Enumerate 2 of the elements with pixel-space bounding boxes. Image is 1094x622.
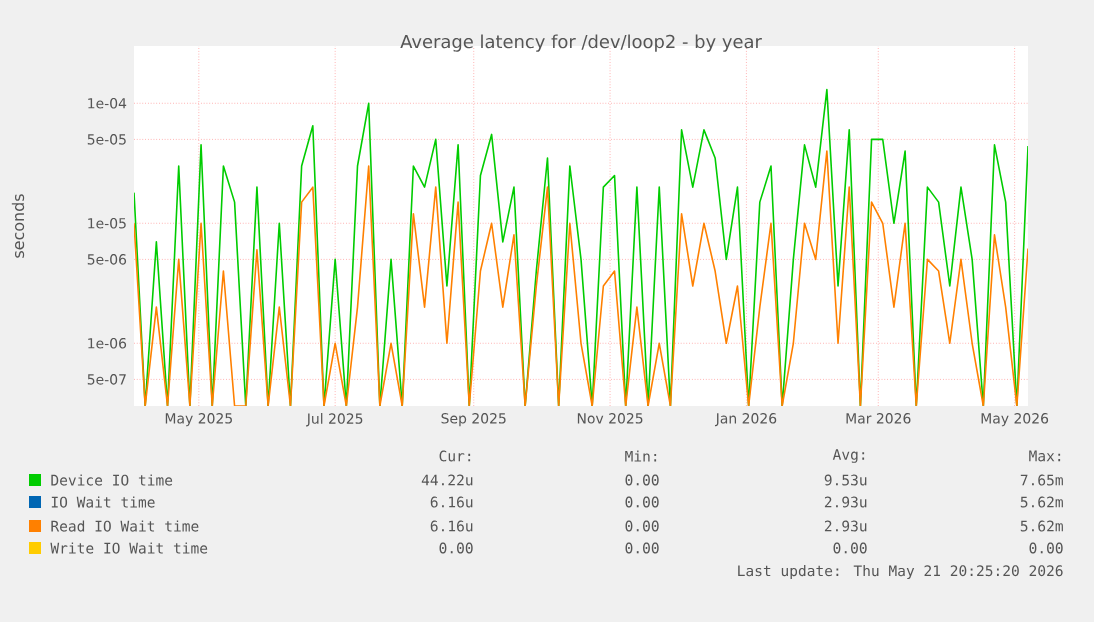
chart-title: Average latency for /dev/loop2 - by year xyxy=(400,34,762,52)
line-series xyxy=(134,150,1029,407)
